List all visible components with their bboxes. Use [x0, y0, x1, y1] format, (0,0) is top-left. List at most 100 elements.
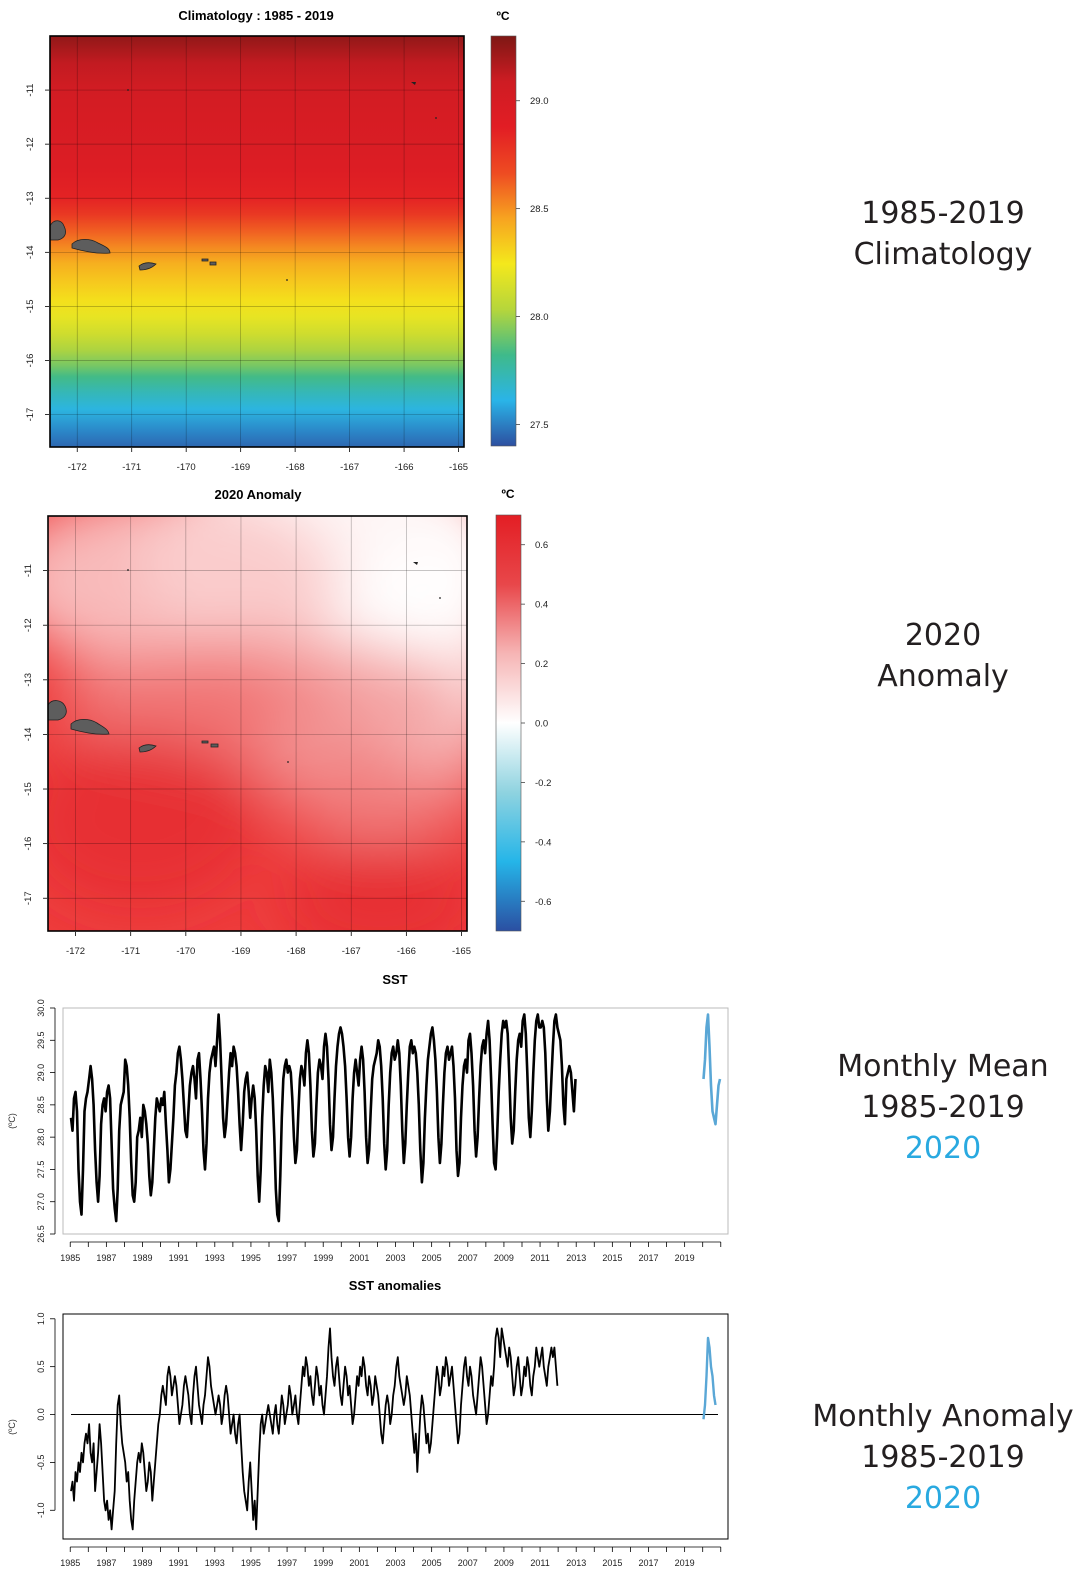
side-anomaly-line2: Anomaly [877, 659, 1009, 694]
sst-y-tick-label: 29.0 [36, 1064, 46, 1082]
anomaly-y-tick-label: -13 [23, 673, 34, 687]
climatology-y-axis: -11 -12 -13 -14 -15 -16 -17 [25, 84, 49, 421]
sst-y-label: (ºC) [7, 1113, 17, 1129]
anomaly-x-tick-label: -168 [287, 946, 306, 957]
rose-atoll-2 [287, 761, 289, 763]
sst-anomalies-y-tick-label: -0.5 [36, 1455, 46, 1471]
anomaly-y-axis: -11 -12 -13 -14 -15 -16 -17 [23, 564, 47, 905]
climatology-y-tick-label: -16 [25, 354, 36, 368]
sst-y-tick-label: 29.5 [36, 1032, 46, 1050]
sst-anomalies-y-axis: -1.0 -0.5 0.0 0.5 1.0 [36, 1313, 56, 1519]
anomaly-colorbar-ticks: 0.6 0.4 0.2 0.0 -0.2 -0.4 -0.6 [521, 540, 551, 908]
climatology-x-tick-label: -167 [340, 462, 359, 473]
climatology-x-tick-label: -166 [395, 462, 414, 473]
sst-series-2020 [702, 1013, 722, 1126]
anomaly-colorbar-tick-label: 0.4 [535, 600, 548, 611]
sst-title: SST [382, 972, 407, 987]
anomaly-panel: 2020 Anomaly -172 -171 -170- [23, 487, 551, 957]
sst-x-tick-label: 1995 [241, 1253, 261, 1263]
sst-x-tick-label: 1997 [277, 1253, 297, 1263]
climatology-map-frame [49, 35, 465, 448]
sst-x-tick-label: 1999 [313, 1253, 333, 1263]
sst-anomalies-title: SST anomalies [349, 1278, 441, 1293]
climatology-y-tick-label: -12 [25, 137, 36, 151]
sst-anomalies-x-tick-label: 1991 [169, 1558, 189, 1568]
swains-island-2 [127, 569, 129, 571]
anomaly-colorbar-unit: ºC [501, 487, 514, 501]
anomaly-x-tick-label: -172 [66, 946, 85, 957]
sst-y-axis: 26.5 27.0 27.5 28.0 28.5 29.0 29.5 30.0 [36, 999, 56, 1243]
sst-anomalies-x-tick-label: 1999 [313, 1558, 333, 1568]
side-monthly-mean-line1: Monthly Mean [837, 1049, 1049, 1084]
rose-atoll [286, 279, 288, 281]
climatology-colorbar-tick-label: 27.5 [530, 420, 549, 431]
sst-x-axis: 1985 1987 1989 1991 1993 1995 1997 1999 2001 2003… [60, 1241, 722, 1263]
climatology-y-tick-label: -14 [25, 245, 36, 259]
savaii-island-2 [48, 700, 67, 721]
upolu-island [71, 238, 111, 254]
anomaly-grid [48, 516, 467, 931]
climatology-colorbar-ticks: 29.0 28.5 28.0 27.5 [516, 96, 549, 431]
sst-anomalies-plot-frame [62, 1313, 729, 1540]
sst-anomalies-x-tick-label: 1985 [60, 1558, 80, 1568]
anomaly-y-tick-label: -16 [23, 837, 34, 851]
side-label-monthly-mean: Monthly Mean 1985-2019 2020 [807, 1046, 1079, 1169]
sst-x-tick-label: 2001 [349, 1253, 369, 1263]
tokelau-atoll [411, 82, 416, 85]
anomaly-x-tick-label: -165 [452, 946, 471, 957]
sst-x-tick-label: 1985 [60, 1253, 80, 1263]
anomaly-islands [48, 562, 441, 763]
sst-anomalies-y-tick-label: 0.5 [36, 1360, 46, 1373]
sst-anomalies-x-tick-label: 1987 [96, 1558, 116, 1568]
tutuila-island-2 [138, 744, 157, 753]
side-label-climatology: 1985-2019 Climatology [807, 193, 1079, 275]
sst-anomalies-series-2020 [702, 1336, 717, 1420]
sst-y-tick-label: 28.5 [36, 1096, 46, 1114]
sst-y-tick-label: 30.0 [36, 999, 46, 1017]
sst-anomalies-y-tick-label: 0.0 [36, 1408, 46, 1421]
anomaly-x-axis: -172 -171 -170 -169 -168 -167 -166 -165 [66, 932, 471, 957]
tokelau-islet-2 [439, 597, 441, 599]
climatology-colorbar [490, 35, 517, 447]
anomaly-y-tick-label: -12 [23, 618, 34, 632]
climatology-colorbar-unit: ºC [496, 9, 509, 23]
sst-anomalies-x-tick-label: 2015 [602, 1558, 622, 1568]
swains-island [127, 89, 129, 91]
anomaly-y-tick-label: -15 [23, 782, 34, 796]
sst-y-tick-label: 28.0 [36, 1128, 46, 1146]
sst-anomalies-x-tick-label: 2017 [638, 1558, 658, 1568]
sst-anomalies-series-1985-2019 [70, 1327, 559, 1531]
sst-y-tick-label: 27.0 [36, 1193, 46, 1211]
sst-anomalies-x-tick-label: 2005 [422, 1558, 442, 1568]
savaii-island [50, 220, 66, 241]
sst-anomalies-x-tick-label: 1989 [132, 1558, 152, 1568]
sst-anomalies-y-label: (ºC) [7, 1419, 17, 1435]
tokelau-islet [435, 117, 437, 119]
tutuila-island [138, 262, 157, 271]
side-monthly-anomaly-line3: 2020 [904, 1481, 982, 1516]
sst-anomalies-x-tick-label: 2019 [675, 1558, 695, 1568]
climatology-title: Climatology : 1985 - 2019 [178, 8, 333, 23]
sst-x-tick-label: 2005 [422, 1253, 442, 1263]
climatology-colorbar-tick-label: 28.0 [530, 312, 549, 323]
side-monthly-mean-line2: 1985-2019 [861, 1090, 1025, 1125]
sst-anomalies-x-tick-label: 2003 [385, 1558, 405, 1568]
sst-x-tick-label: 2007 [458, 1253, 478, 1263]
climatology-x-tick-label: -170 [177, 462, 196, 473]
anomaly-y-tick-label: -11 [23, 564, 34, 577]
climatology-x-tick-label: -171 [122, 462, 141, 473]
climatology-x-axis: -172 -171 -170 -169 -168 -167 -166 -165 [68, 448, 468, 473]
sst-anomalies-x-tick-label: 2001 [349, 1558, 369, 1568]
sst-x-tick-label: 1991 [169, 1253, 189, 1263]
sst-anomalies-x-tick-label: 2011 [530, 1558, 549, 1568]
sst-anomalies-x-tick-label: 1995 [241, 1558, 261, 1568]
sst-anomalies-x-axis: 1985 1987 1989 1991 1993 1995 1997 1999 2001 2003… [60, 1546, 722, 1568]
sst-y-tick-label: 27.5 [36, 1161, 46, 1179]
climatology-x-tick-label: -169 [231, 462, 250, 473]
sst-anomalies-y-tick-label: -1.0 [36, 1503, 46, 1519]
climatology-field [50, 36, 464, 447]
sst-anomalies-x-tick-label: 2007 [458, 1558, 478, 1568]
climatology-x-tick-label: -168 [286, 462, 305, 473]
side-monthly-mean-line3: 2020 [904, 1131, 982, 1166]
sst-x-tick-label: 2017 [638, 1253, 658, 1263]
